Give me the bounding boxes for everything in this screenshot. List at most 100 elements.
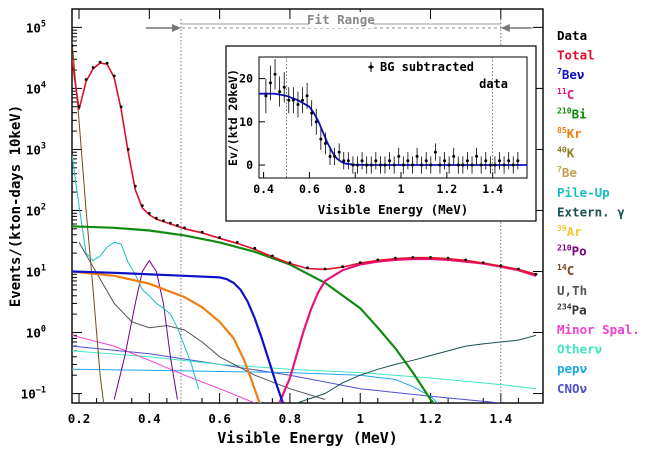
legend-item-40k: 40K — [557, 145, 575, 161]
inset-data-point — [301, 98, 305, 102]
inset-data-point — [383, 163, 387, 167]
legend-item-extern: Extern. γ — [557, 204, 625, 219]
series-line-minor-spal — [72, 334, 255, 403]
data-point — [499, 264, 503, 267]
x-axis-title: Visible Energy (MeV) — [217, 429, 398, 447]
data-point — [306, 266, 309, 270]
inset-data-point — [287, 98, 291, 102]
inset-data-point — [388, 159, 392, 163]
series-line-85kr — [72, 270, 262, 403]
data-point — [464, 258, 468, 262]
inset-legend-marker — [369, 65, 373, 69]
data-point — [98, 60, 102, 64]
inset-data-point — [355, 163, 359, 167]
data-point — [534, 272, 538, 276]
inset-x-tick-label: 0.4 — [253, 182, 274, 196]
data-point — [119, 105, 123, 109]
legend-item-pile-up: Pile-Up — [557, 185, 610, 200]
data-point — [341, 265, 344, 269]
legend-item-pep: pepν — [557, 361, 587, 376]
inset-data-point — [291, 98, 295, 102]
inset-data-point — [319, 137, 323, 141]
inset-y-tick-label: 0 — [246, 158, 253, 172]
data-point — [77, 105, 81, 109]
data-point — [140, 204, 144, 208]
inset-series-group — [259, 59, 527, 174]
y-tick-label: 10−1 — [21, 386, 46, 402]
data-point — [218, 236, 222, 239]
legend-item-other: Otherν — [557, 342, 602, 357]
inset-data-point — [360, 159, 364, 163]
inset-data-point — [502, 163, 506, 167]
inset-data-point — [333, 154, 337, 158]
fit-range-arrow-left-head — [171, 24, 181, 32]
data-point — [84, 78, 88, 81]
inset-data-point — [433, 150, 437, 154]
inset-data-point — [443, 159, 447, 163]
data-point — [147, 211, 151, 215]
inset-x-axis-title: Visible Energy (MeV) — [318, 202, 469, 217]
data-point — [200, 230, 204, 234]
inset-data-point — [498, 159, 502, 163]
series-line-7be — [72, 270, 284, 403]
inset-data-point — [378, 163, 382, 167]
inset-data-point — [415, 154, 419, 158]
inset-data-point — [452, 154, 456, 158]
data-point — [183, 226, 186, 230]
inset-y-tick-label: 20 — [239, 72, 253, 86]
data-point — [288, 261, 292, 264]
inset-data-point — [493, 163, 497, 167]
inset-data-point — [342, 159, 346, 163]
inset-data-point — [488, 163, 492, 167]
inset-legend-line2: data — [479, 77, 508, 91]
legend-item-7be: 7Beν — [557, 66, 584, 82]
x-tick-label: 1.2 — [419, 411, 442, 426]
legend-item-u-th: U,Th — [557, 283, 587, 298]
inset-data-point — [470, 163, 474, 167]
series-line-11c — [278, 257, 537, 403]
inset-data-point — [282, 85, 286, 89]
x-tick-label: 0.8 — [279, 411, 302, 426]
inset-data-point — [273, 72, 277, 76]
inset-x-tick-label: 0.8 — [345, 182, 366, 196]
legend-item-234pa: 234Pa — [557, 301, 587, 317]
data-point — [162, 219, 165, 223]
data-point — [358, 261, 362, 264]
data-point — [323, 267, 327, 271]
fit-range-arrow-right-head — [500, 24, 510, 32]
series-line-other — [72, 350, 537, 390]
y-tick-label: 104 — [26, 80, 46, 96]
data-point — [176, 224, 179, 227]
inset-data-point — [484, 159, 488, 163]
legend-item-cno: CNOν — [557, 381, 587, 396]
inset-data-point — [346, 159, 350, 163]
series-line-extern — [296, 334, 537, 403]
inset-data-point — [369, 163, 373, 167]
inset-data-point — [438, 163, 442, 167]
inset-frame — [258, 56, 528, 179]
inset-data-point — [374, 159, 378, 163]
inset-data-point — [323, 141, 327, 145]
inset-data-point — [264, 94, 268, 98]
series-line-u-th — [78, 242, 326, 400]
data-point — [376, 258, 380, 262]
inset-data-point — [296, 103, 300, 107]
legend-item-7be: 7Be — [557, 164, 577, 180]
inset-data-point — [429, 163, 433, 167]
inset-data-point — [397, 154, 401, 158]
data-point — [105, 61, 109, 65]
inset-data-point — [305, 94, 309, 98]
inset-data-point — [401, 163, 405, 167]
inset-legend-line1: BG subtracted — [380, 60, 474, 74]
y-tick-label: 103 — [26, 141, 46, 157]
y-tick-label: 102 — [26, 202, 46, 218]
main-plot-area: 0.2 0.4 0.6 0.8 1 1.2 1.410−110010110210310410… — [8, 8, 544, 447]
inset-data-point — [516, 159, 520, 163]
inset-data-point — [365, 163, 369, 167]
inset-data-point — [351, 163, 355, 167]
x-tick-label: 1.4 — [490, 411, 513, 426]
data-point — [72, 44, 74, 48]
x-tick-label: 0.2 — [68, 411, 91, 426]
legend-item-85kr: 85Kr — [557, 125, 582, 141]
